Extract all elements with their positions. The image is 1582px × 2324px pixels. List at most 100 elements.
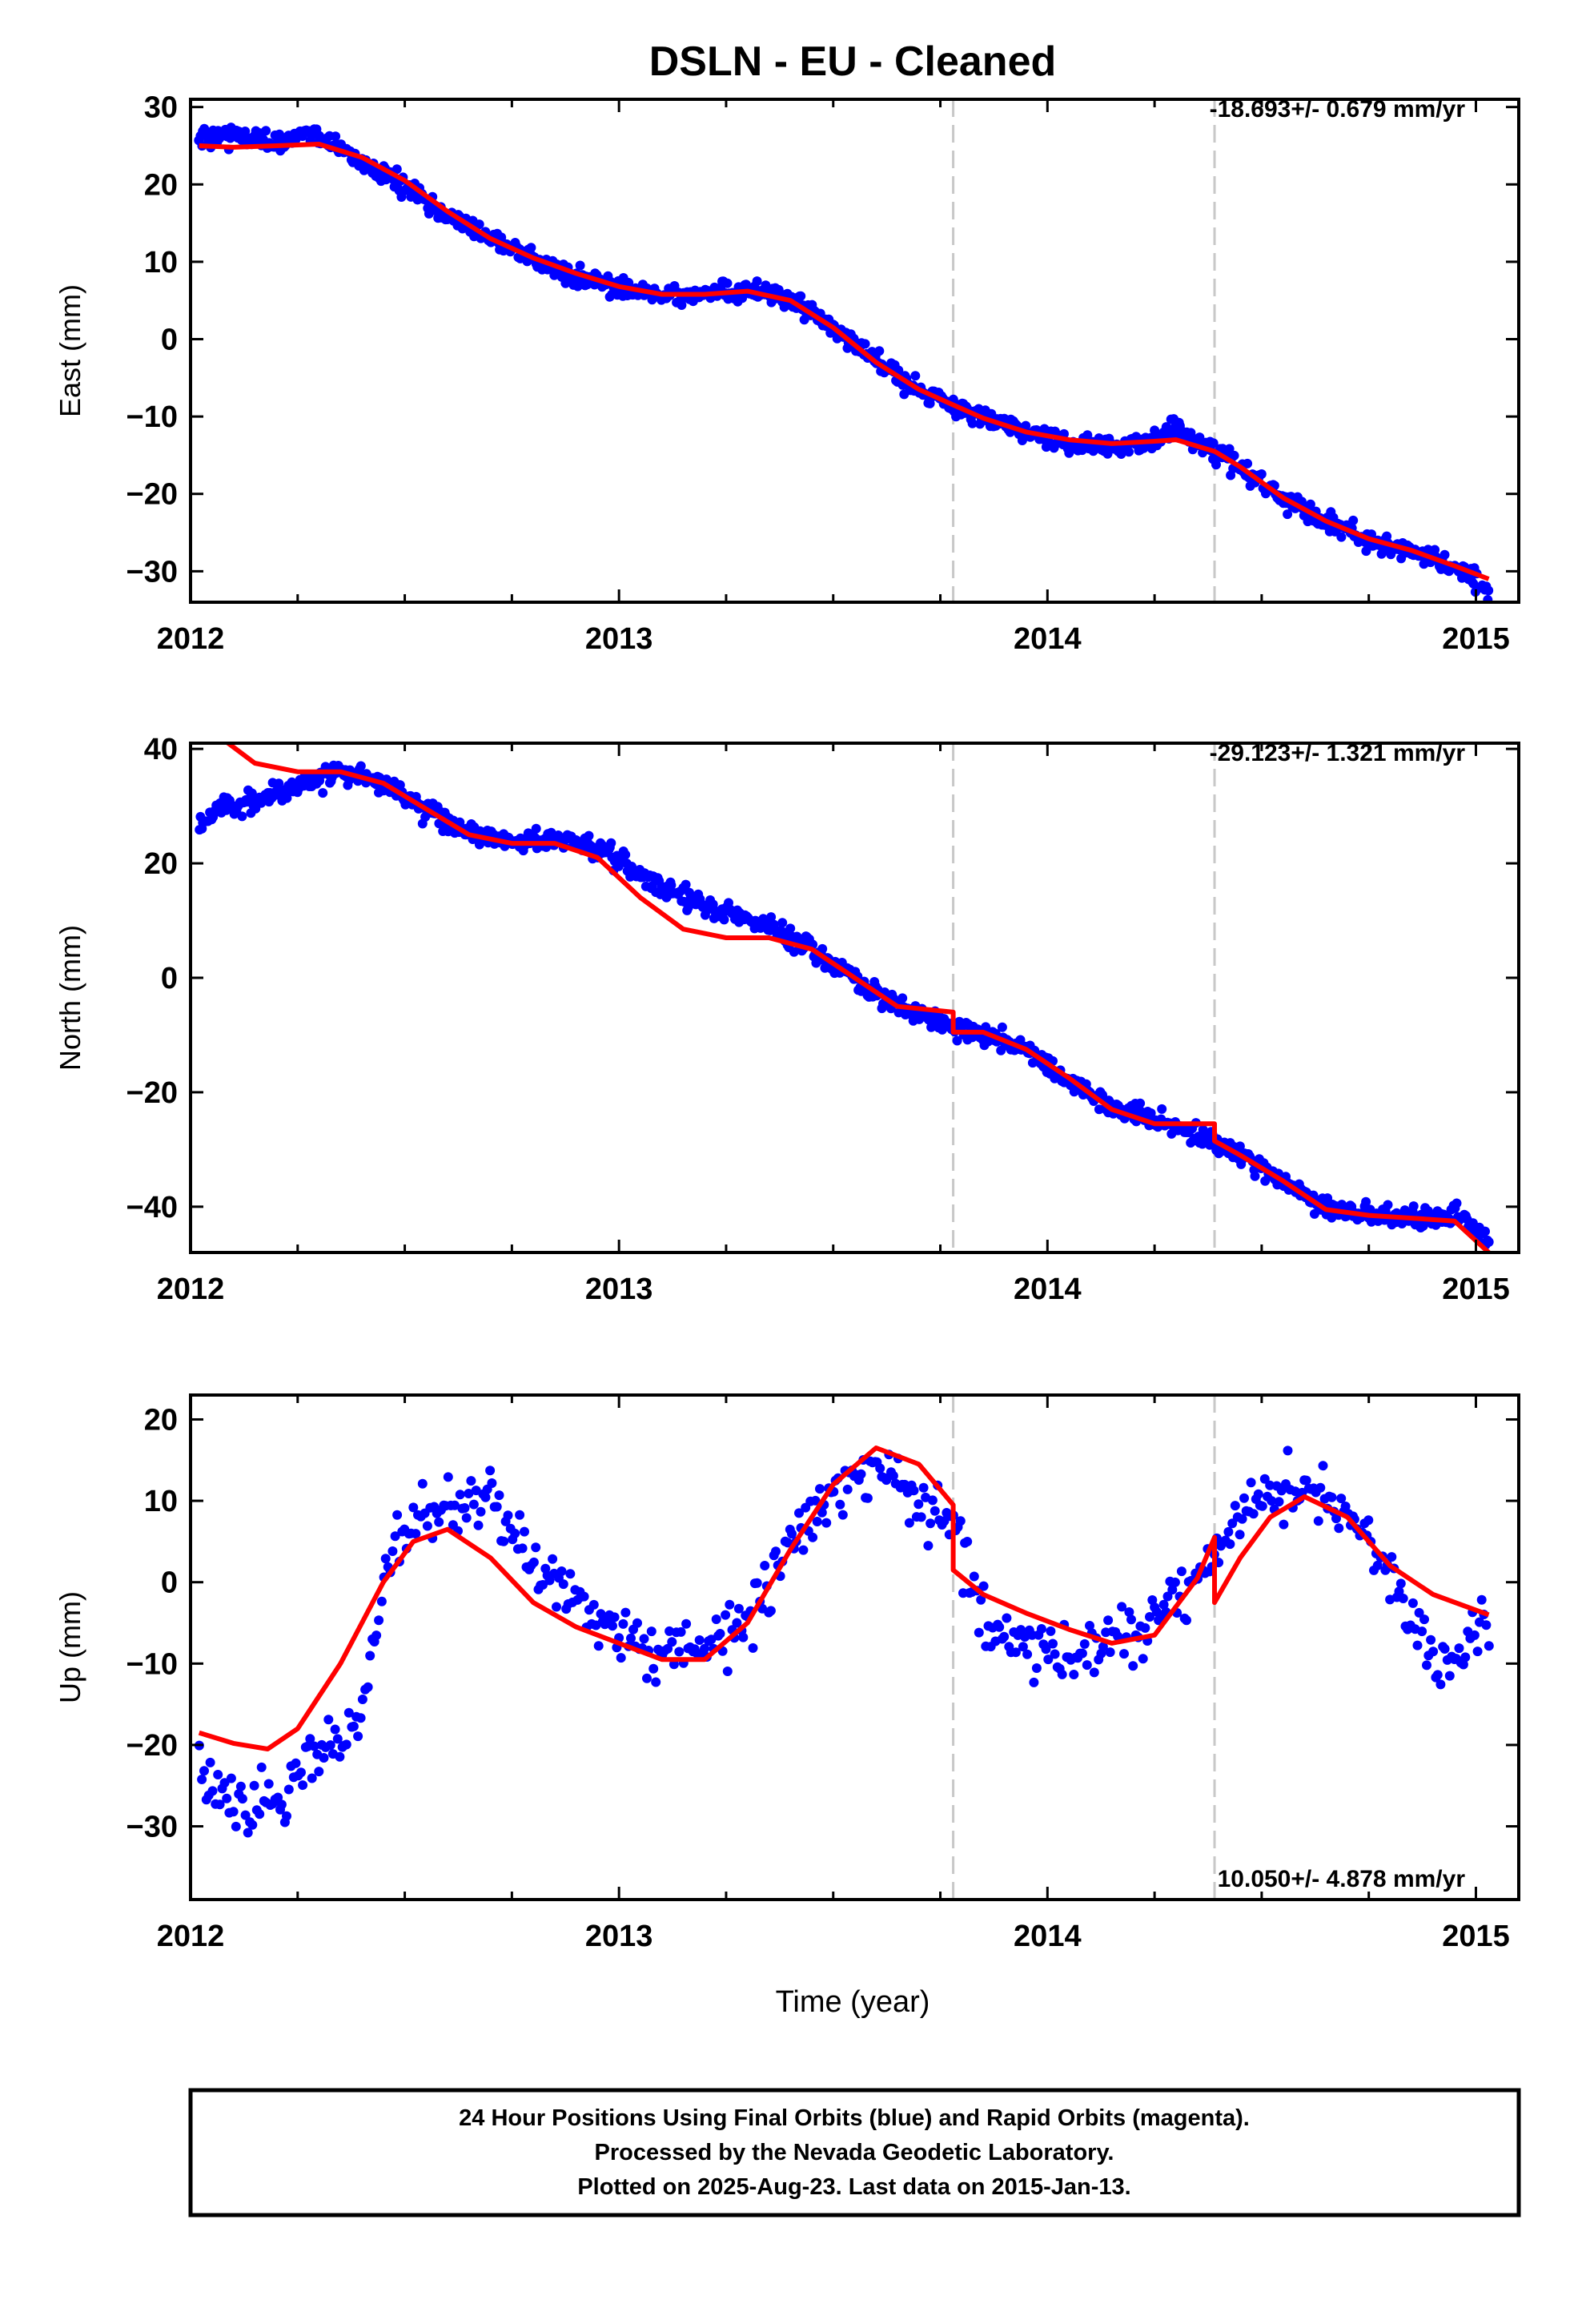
up-data-point: [1279, 1519, 1289, 1530]
up-data-point: [298, 1780, 308, 1791]
up-data-point: [528, 1557, 539, 1567]
up-data-point: [323, 1715, 334, 1725]
up-data-point: [1082, 1660, 1092, 1671]
north-y-tick-label: −20: [126, 1076, 178, 1110]
up-data-point: [618, 1618, 628, 1629]
up-data-point: [422, 1521, 432, 1531]
up-data-point: [226, 1773, 236, 1783]
up-data-point: [760, 1561, 770, 1570]
east-marks: [194, 99, 1494, 602]
up-data-point: [752, 1578, 762, 1588]
east-data-point: [1243, 458, 1253, 468]
up-data-point: [1167, 1585, 1178, 1595]
up-data-point: [1432, 1670, 1443, 1680]
east-data-point: [575, 260, 585, 271]
east-data-point: [1348, 515, 1359, 525]
north-data-point: [1408, 1201, 1419, 1212]
up-data-point: [476, 1506, 486, 1517]
panel-up: 2012 2013 2014 2015 20 10 0 −10 −20 −30 Up (mm) 1…: [54, 1393, 1520, 1953]
up-data-point: [247, 1819, 258, 1830]
up-data-point: [1079, 1638, 1090, 1649]
up-data-point: [1043, 1655, 1054, 1665]
east-y-tick-label: −20: [126, 478, 178, 512]
up-data-point: [443, 1472, 453, 1482]
up-data-point: [460, 1503, 470, 1513]
east-data-point: [1124, 447, 1134, 457]
up-data-point: [1435, 1679, 1446, 1690]
up-data-point: [651, 1677, 661, 1687]
up-data-point: [732, 1618, 742, 1628]
north-x-tick-label: 2014: [1014, 1273, 1082, 1306]
east-data-point: [526, 243, 536, 253]
up-data-point: [1103, 1615, 1114, 1626]
up-data-point: [994, 1622, 1005, 1632]
up-data-point: [681, 1618, 692, 1629]
up-data-point: [1412, 1640, 1423, 1651]
up-data-point: [620, 1607, 631, 1618]
up-data-point: [565, 1569, 576, 1579]
east-data-point: [752, 276, 762, 287]
east-data-point: [910, 371, 921, 381]
up-data-point: [1395, 1578, 1406, 1589]
up-data-point: [1002, 1613, 1012, 1623]
up-data-point: [1089, 1667, 1099, 1678]
up-y-axis-label: Up (mm): [54, 1591, 86, 1703]
up-data-point: [296, 1767, 306, 1778]
up-data-point: [392, 1510, 403, 1520]
up-data-point: [215, 1799, 225, 1810]
up-data-point: [197, 1775, 207, 1784]
up-data-point: [273, 1792, 283, 1803]
north-rate-label: -29.123+/- 1.321 mm/yr: [1210, 740, 1466, 766]
up-data-point: [875, 1463, 885, 1474]
north-data-point: [897, 993, 908, 1003]
up-data-point: [1046, 1626, 1056, 1636]
up-data-point: [256, 1762, 267, 1772]
up-data-point: [228, 1807, 239, 1817]
up-data-point: [1336, 1494, 1347, 1504]
footer-line-3: Plotted on 2025-Aug-23. Last data on 201…: [577, 2174, 1130, 2200]
up-data-point: [939, 1516, 950, 1526]
up-data-point: [544, 1575, 555, 1586]
up-data-point: [325, 1740, 335, 1751]
east-axes: 2012 2013 2014 2015 30 20 10 0 −10 −20 −30: [126, 91, 1519, 656]
east-data-point: [1336, 532, 1347, 542]
up-data-point: [738, 1632, 749, 1642]
east-data-point: [677, 300, 687, 310]
up-data-point: [1267, 1496, 1277, 1506]
up-data-point: [1417, 1626, 1427, 1637]
up-data-point: [1140, 1622, 1150, 1633]
east-data-point: [240, 127, 251, 136]
up-data-point: [881, 1475, 892, 1486]
up-data-point: [646, 1626, 656, 1637]
up-data-point: [363, 1682, 373, 1692]
north-data-point: [997, 1022, 1007, 1032]
up-data-point: [1162, 1591, 1173, 1602]
east-data-point: [722, 278, 733, 288]
up-data-point: [343, 1707, 354, 1718]
up-data-point: [417, 1478, 428, 1489]
up-data-point: [466, 1476, 476, 1486]
up-data-point: [1248, 1509, 1259, 1519]
north-data-point: [789, 947, 799, 957]
up-data-point: [913, 1499, 924, 1510]
north-y-tick-label: −40: [126, 1191, 178, 1224]
up-data-point: [1069, 1670, 1079, 1679]
up-data-point: [815, 1484, 825, 1494]
up-data-point: [371, 1630, 382, 1641]
up-data-point: [999, 1631, 1010, 1642]
up-data-point: [765, 1606, 776, 1616]
up-data-point: [207, 1786, 218, 1796]
up-y-tick-label: −10: [126, 1647, 178, 1681]
up-data-point: [205, 1757, 215, 1767]
footer-line-2: Processed by the Nevada Geodetic Laborat…: [595, 2140, 1114, 2165]
north-data-point: [766, 912, 777, 923]
up-data-point: [468, 1499, 479, 1510]
up-data-point: [1428, 1647, 1439, 1657]
up-axes: 2012 2013 2014 2015 20 10 0 −10 −20 −30: [126, 1395, 1519, 1953]
up-data-point: [1257, 1501, 1267, 1511]
up-y-tick-label: −20: [126, 1729, 178, 1763]
up-data-point: [335, 1751, 345, 1762]
north-data-point: [355, 761, 366, 771]
up-x-tick-label: 2012: [157, 1920, 225, 1953]
